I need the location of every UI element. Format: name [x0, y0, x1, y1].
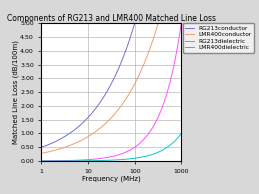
LMR400dielectric: [176, 137, 179, 139]
RG213conductor: [123, 52, 126, 55]
RG213conductor: [107, 87, 110, 90]
LMR400conductor: [116, 110, 119, 112]
X-axis label: Frequency (MHz): Frequency (MHz): [82, 175, 141, 182]
RG213dielectric: [106, 156, 109, 158]
Line: RG213dielectric: RG213dielectric: [41, 23, 181, 161]
RG213conductor: [116, 71, 119, 73]
LMR400dielectric: [40, 160, 43, 162]
LMR400dielectric: [180, 132, 183, 135]
LMR400dielectric: [106, 159, 109, 161]
RG213dielectric: [107, 156, 110, 158]
Line: LMR400conductor: LMR400conductor: [41, 0, 181, 153]
LMR400dielectric: [116, 159, 119, 161]
LMR400conductor: [40, 152, 43, 154]
RG213dielectric: [116, 154, 119, 156]
LMR400dielectric: [155, 152, 158, 154]
RG213conductor: [40, 146, 43, 148]
LMR400conductor: [107, 119, 110, 122]
RG213dielectric: [180, 22, 183, 24]
Line: RG213conductor: RG213conductor: [41, 0, 181, 147]
LMR400conductor: [123, 100, 126, 102]
RG213dielectric: [176, 43, 179, 46]
RG213dielectric: [123, 152, 126, 154]
LMR400conductor: [106, 120, 109, 122]
Line: LMR400dielectric: LMR400dielectric: [41, 133, 181, 161]
LMR400conductor: [155, 29, 158, 31]
RG213dielectric: [40, 160, 43, 162]
Title: Components of RG213 and LMR400 Matched Line Loss: Components of RG213 and LMR400 Matched L…: [7, 14, 216, 23]
Legend: RG213conductor, LMR400conductor, RG213dielectric, LMR400dielectric: RG213conductor, LMR400conductor, RG213di…: [183, 23, 254, 53]
Y-axis label: Matched Line Loss (dB/100m): Matched Line Loss (dB/100m): [12, 40, 19, 144]
LMR400dielectric: [123, 158, 126, 160]
RG213conductor: [106, 89, 109, 91]
LMR400dielectric: [107, 159, 110, 161]
RG213dielectric: [155, 120, 158, 123]
